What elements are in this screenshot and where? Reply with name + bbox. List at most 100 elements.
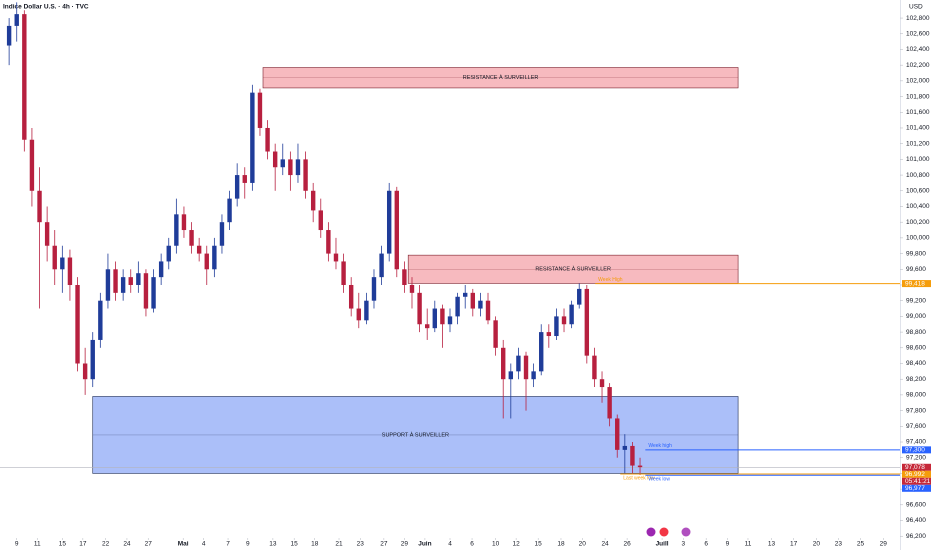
x-tick-label: 15 <box>291 541 299 548</box>
candle-body <box>82 363 88 380</box>
candle-body <box>67 257 73 285</box>
x-tick-label: 29 <box>401 541 409 548</box>
candle-body <box>561 316 567 325</box>
y-tick-label: 98,000 <box>906 392 926 399</box>
zone-label: RESISTANCE À SURVEILLER <box>463 74 539 81</box>
candle-body <box>493 320 498 348</box>
plot-area: RESISTANCE À SURVEILLER RESISTANCE À SURV… <box>0 2 900 483</box>
x-tick-label: 9 <box>246 541 250 548</box>
candle-body <box>569 304 574 325</box>
axis-badge-label: 05:41:21 <box>905 478 931 485</box>
candle-body <box>485 300 491 321</box>
candle-body <box>136 273 141 285</box>
candle-body <box>257 92 263 128</box>
candle-body <box>546 332 552 337</box>
candle-body <box>622 445 628 450</box>
x-tick-label: 15 <box>59 541 67 548</box>
y-tick-label: 97,600 <box>906 423 926 430</box>
axis-badge-label: 97,078 <box>905 464 925 471</box>
candle-body <box>341 261 346 285</box>
candle-body <box>181 214 187 231</box>
y-tick-label: 100,800 <box>906 172 930 179</box>
event-icon[interactable] <box>646 527 656 537</box>
zone-label: SUPPORT À SURVEILLER <box>382 431 449 438</box>
candle-body <box>189 230 194 246</box>
candle-body <box>234 175 240 199</box>
candle-body <box>288 159 293 176</box>
event-icon[interactable] <box>659 527 669 537</box>
candle-body <box>584 288 590 356</box>
y-tick-label: 96,200 <box>906 533 926 540</box>
y-tick-label: 102,200 <box>906 62 930 69</box>
candle-body <box>386 190 392 254</box>
candle-body <box>60 257 65 270</box>
y-tick-label: 100,000 <box>906 235 930 242</box>
x-tick-label: 11 <box>34 541 41 548</box>
axis-badge <box>902 484 931 492</box>
candle-body <box>607 387 612 419</box>
candle-body <box>204 253 209 270</box>
x-tick-label: 13 <box>269 541 277 548</box>
candle-body <box>599 379 605 388</box>
candle-body <box>508 371 514 380</box>
axis-badge-label: 96,977 <box>905 485 925 492</box>
y-tick-label: 100,200 <box>906 219 930 226</box>
candle-body <box>29 139 35 191</box>
axis-badge <box>902 477 931 485</box>
x-tick-label: 15 <box>535 541 543 548</box>
candle-body <box>37 190 42 223</box>
x-tick-label: 7 <box>226 541 230 548</box>
axis-badge <box>902 463 931 471</box>
x-tick-label: 4 <box>448 541 452 548</box>
x-tick-label: 4 <box>202 541 206 548</box>
axis-badge-label: 97,300 <box>905 447 925 454</box>
x-tick-label: 24 <box>601 541 609 548</box>
level-text: Week High <box>598 277 623 283</box>
y-tick-label: 96,600 <box>906 502 926 509</box>
y-tick-label: 101,200 <box>906 140 930 147</box>
candle-body <box>326 230 331 254</box>
x-tick-label: 6 <box>704 541 708 548</box>
candle-body <box>501 347 506 380</box>
candle-body <box>630 445 635 466</box>
candle-body <box>447 316 453 325</box>
axis-badge-label: 99,418 <box>905 280 925 287</box>
candle-body <box>98 300 103 340</box>
candle-body <box>539 332 544 372</box>
candle-body <box>280 159 285 168</box>
candle-body <box>417 292 422 325</box>
x-tick-label: Juin <box>418 541 431 548</box>
candle-body <box>44 222 50 246</box>
y-tick-label: 101,000 <box>906 156 930 163</box>
candle-body <box>637 465 643 468</box>
x-tick-label: 22 <box>102 541 110 548</box>
candle-body <box>242 175 247 183</box>
candle-body <box>333 253 339 262</box>
y-tick-label: 96,400 <box>906 517 926 524</box>
candle-body <box>348 284 354 309</box>
x-tick-label: 10 <box>492 541 500 548</box>
candle-body <box>440 308 445 325</box>
x-tick-label: 26 <box>623 541 631 548</box>
x-tick-label: 18 <box>557 541 565 548</box>
event-icon[interactable] <box>681 527 691 537</box>
x-tick-label: 29 <box>880 541 888 548</box>
candle-body <box>318 210 323 231</box>
candle-body <box>531 371 536 380</box>
zone-label: RESISTANCE À SURVEILLER <box>535 266 611 273</box>
candle-body <box>615 418 620 450</box>
candle-body <box>371 277 377 301</box>
x-tick-label: 9 <box>726 541 730 548</box>
x-tick-label: 27 <box>145 541 153 548</box>
candle-body <box>128 277 133 285</box>
candle-body <box>379 253 384 278</box>
y-tick-label: 99,200 <box>906 297 926 304</box>
candle-body <box>592 355 597 380</box>
candle-body <box>227 198 232 223</box>
y-tick-label: 101,800 <box>906 93 930 100</box>
candle-body <box>356 308 361 321</box>
y-tick-label: 97,800 <box>906 407 926 414</box>
axis-badge <box>902 280 931 288</box>
candle-body <box>52 245 57 270</box>
